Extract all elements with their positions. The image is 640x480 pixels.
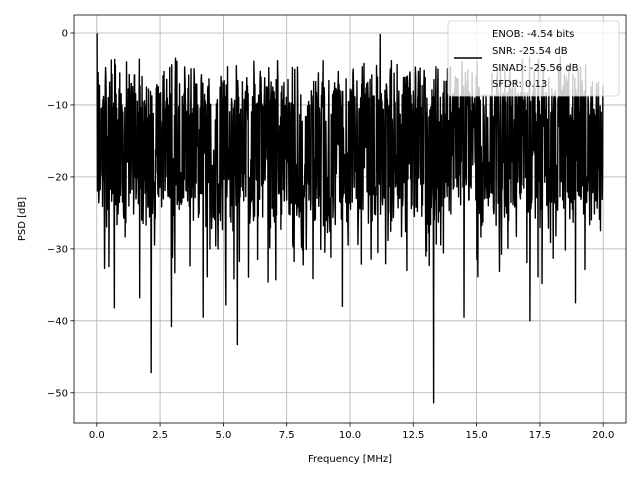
x-tick-label: 0.0 [89,430,105,441]
legend-box [447,20,620,97]
y-tick-label: 0 [62,28,68,39]
x-tick-label: 17.5 [529,430,551,441]
y-tick-label: −10 [47,100,68,111]
x-tick-label: 15.0 [465,430,487,441]
legend: ENOB: -4.54 bits SNR: -25.54 dB SINAD: -… [447,20,620,97]
y-ticks: 0 −10 −20 −30 −40 −50 [47,28,74,399]
x-tick-label: 10.0 [339,430,361,441]
y-tick-label: −30 [47,244,68,255]
y-tick-label: −50 [47,388,68,399]
legend-entry-snr: SNR: -25.54 dB [492,46,568,57]
legend-entry-sfdr: SFDR: 0.13 [492,79,547,90]
x-tick-label: 2.5 [152,430,168,441]
series-group [96,33,604,404]
y-axis-label: PSD [dB] [17,197,28,241]
x-ticks: 0.0 2.5 5.0 7.5 10.0 12.5 15.0 17.5 20.0 [89,423,614,441]
x-axis-label: Frequency [MHz] [308,454,392,465]
legend-entry-sinad: SINAD: -25.56 dB [492,63,579,74]
y-tick-label: −40 [47,316,68,327]
legend-entry-enob: ENOB: -4.54 bits [492,29,574,40]
x-tick-label: 12.5 [402,430,424,441]
x-tick-label: 7.5 [279,430,295,441]
x-tick-label: 5.0 [215,430,231,441]
x-tick-label: 20.0 [592,430,614,441]
y-tick-label: −20 [47,172,68,183]
psd-series-line [96,33,604,404]
